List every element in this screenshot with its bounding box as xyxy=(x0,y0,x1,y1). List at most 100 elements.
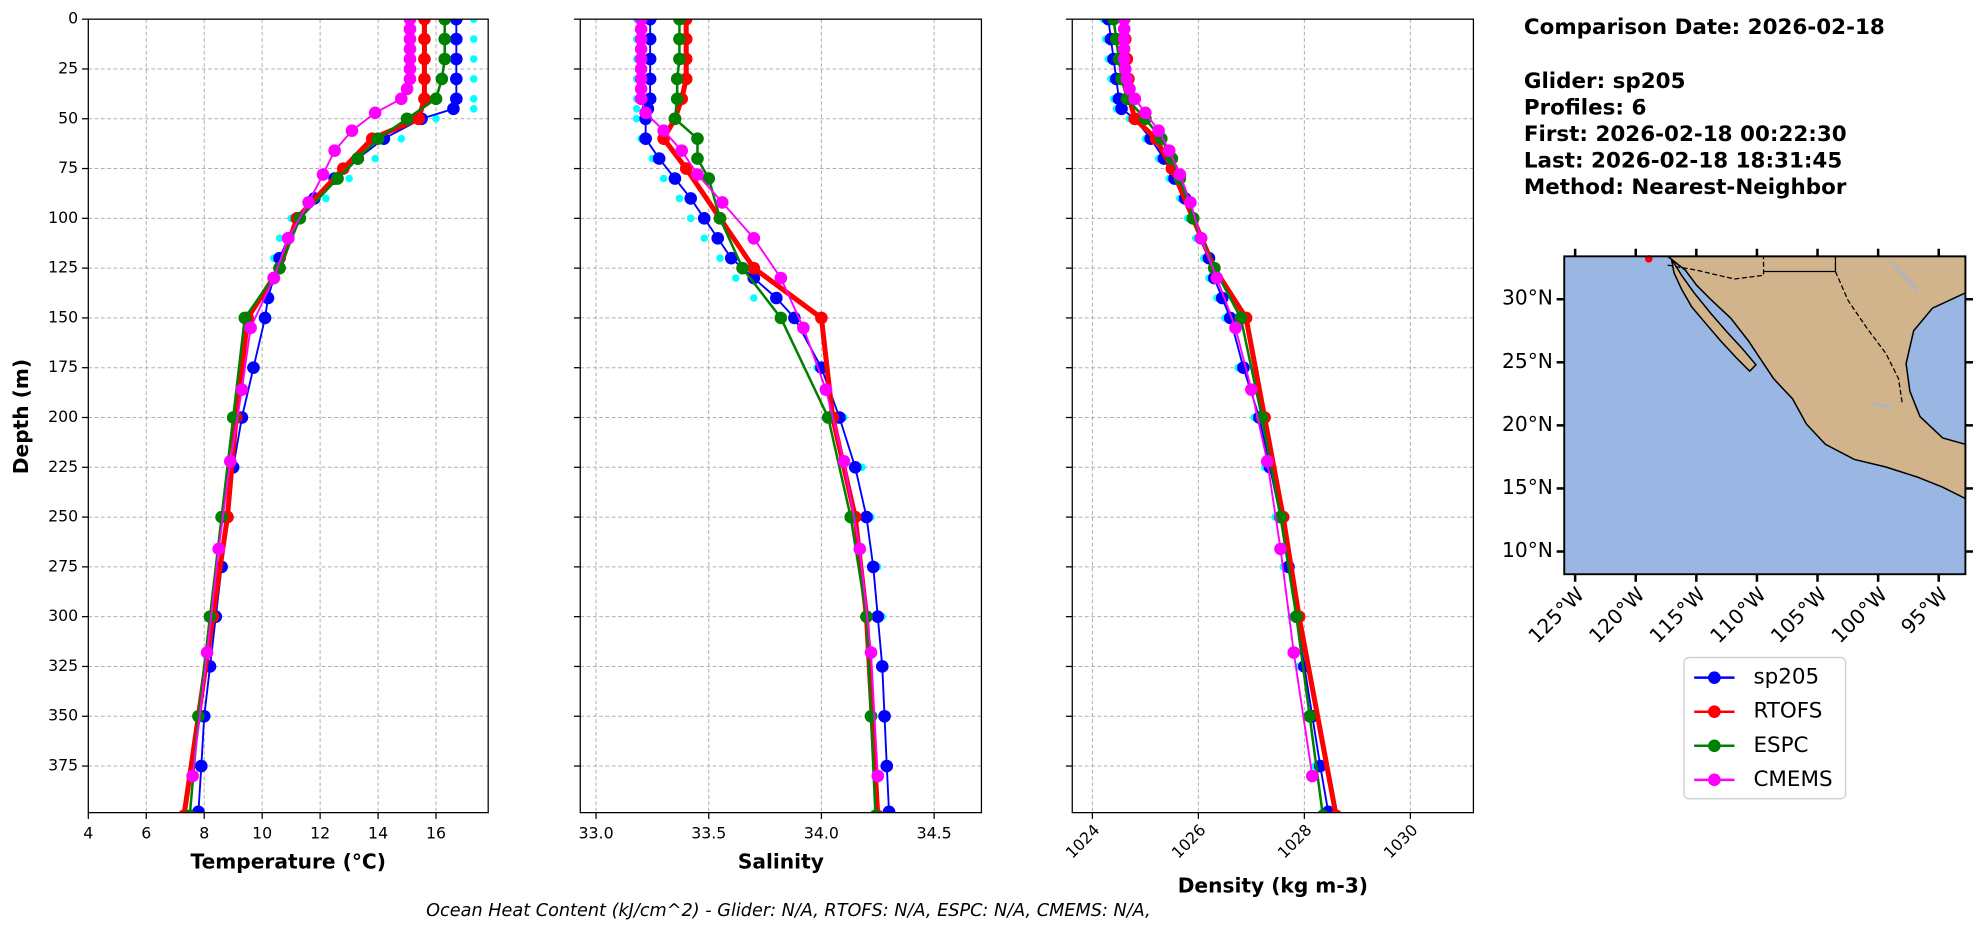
y-tick-label: 125 xyxy=(48,258,78,277)
profile-marker xyxy=(438,32,452,46)
profile-marker xyxy=(1139,106,1152,120)
profile-marker xyxy=(632,105,641,113)
legend-box xyxy=(1683,656,1847,800)
profile-marker xyxy=(403,72,417,86)
profile-marker xyxy=(418,92,431,106)
axes-frame xyxy=(579,18,983,814)
profile-marker xyxy=(403,52,417,66)
profile-marker xyxy=(716,254,724,262)
y-tick-label: 200 xyxy=(48,407,78,426)
x-axis-label: Salinity xyxy=(738,850,824,874)
legend-marker xyxy=(1708,671,1721,684)
info-line: Method: Nearest-Neighbor xyxy=(1524,175,1847,200)
profile-marker xyxy=(639,132,652,145)
x-tick-label: 95°W xyxy=(1896,582,1952,638)
profile-marker xyxy=(1210,271,1224,285)
profile-marker xyxy=(1306,769,1319,783)
profile-marker xyxy=(1290,610,1303,623)
x-tick-label: 100°W xyxy=(1826,582,1891,647)
profile-marker xyxy=(403,42,417,56)
profile-marker xyxy=(336,162,350,175)
profile-marker xyxy=(880,759,894,773)
profile-marker xyxy=(639,106,652,120)
x-tick-label: 105°W xyxy=(1766,582,1831,647)
profile-marker xyxy=(871,610,885,623)
profile-marker xyxy=(679,162,693,175)
map-frame xyxy=(1563,255,1967,576)
profile-marker xyxy=(652,152,666,165)
y-tick-label: 30°N xyxy=(1502,286,1553,310)
profile-marker xyxy=(275,234,284,243)
profile-marker xyxy=(223,455,237,468)
profile-marker xyxy=(438,52,452,66)
profile-marker xyxy=(235,383,249,396)
profile-marker xyxy=(469,95,478,103)
profile-marker xyxy=(1274,542,1287,556)
profile-marker xyxy=(418,32,431,46)
profile-marker xyxy=(281,231,295,245)
profile-marker xyxy=(1260,455,1274,468)
profile-marker xyxy=(469,35,478,43)
profile-marker xyxy=(670,92,684,106)
profile-marker xyxy=(634,42,648,56)
axes-frame xyxy=(1071,18,1475,814)
x-tick-label: 1030 xyxy=(1380,820,1422,862)
river xyxy=(1873,262,1919,408)
x-tick-label: 120°W xyxy=(1584,582,1649,647)
profile-marker xyxy=(815,311,828,325)
y-tick-label: 75 xyxy=(58,158,78,177)
y-tick-label: 0 xyxy=(68,9,78,28)
plot-area xyxy=(178,19,478,813)
info-line: Last: 2026-02-18 18:31:45 xyxy=(1524,149,1842,174)
profile-marker xyxy=(1117,22,1131,36)
profile-marker xyxy=(418,72,431,86)
profile-marker xyxy=(238,311,252,325)
profile-marker xyxy=(747,271,761,285)
profile-marker xyxy=(673,19,686,26)
plot-area xyxy=(1099,19,1342,813)
profile-marker xyxy=(837,455,851,468)
y-tick-label: 300 xyxy=(48,606,78,625)
profile-marker xyxy=(634,72,648,86)
info-line: Profiles: 6 xyxy=(1524,96,1647,121)
profile-marker xyxy=(438,19,452,26)
profile-marker xyxy=(371,132,385,145)
y-tick-label: 275 xyxy=(48,556,78,575)
x-tick-label: 1026 xyxy=(1168,820,1210,862)
y-tick-label: 325 xyxy=(48,656,78,675)
profile-marker xyxy=(1274,510,1287,524)
profile-marker xyxy=(670,72,684,86)
profile-marker xyxy=(848,460,862,474)
profile-marker xyxy=(691,152,704,165)
profile-marker xyxy=(469,55,478,63)
profile-marker xyxy=(322,194,330,203)
profile-marker xyxy=(345,124,359,138)
profile-marker xyxy=(713,212,727,225)
profile-marker xyxy=(450,52,463,66)
profile-marker xyxy=(418,52,431,66)
plot-area xyxy=(632,19,896,813)
profile-marker xyxy=(675,144,689,157)
x-tick-label: 12 xyxy=(310,824,330,843)
profile-marker xyxy=(450,32,463,46)
x-tick-label: 33.0 xyxy=(579,824,614,843)
x-tick-label: 34.0 xyxy=(804,824,839,843)
x-tick-label: 115°W xyxy=(1645,582,1710,647)
profile-marker xyxy=(1117,32,1131,46)
profile-marker xyxy=(711,231,725,245)
profile-marker xyxy=(203,610,217,623)
land xyxy=(1670,258,1758,373)
x-tick-label: 4 xyxy=(83,824,93,843)
profile-marker xyxy=(400,112,414,126)
profile-marker xyxy=(724,251,738,265)
profile-line xyxy=(640,19,879,777)
profile-marker xyxy=(747,231,761,245)
profile-marker xyxy=(316,168,330,181)
legend-label: sp205 xyxy=(1753,665,1819,690)
profile-marker xyxy=(1194,231,1208,245)
profile-marker xyxy=(1107,19,1120,26)
profile-marker xyxy=(634,22,648,36)
profile-marker xyxy=(632,114,641,123)
info-date: Comparison Date: 2026-02-18 xyxy=(1524,15,1885,40)
